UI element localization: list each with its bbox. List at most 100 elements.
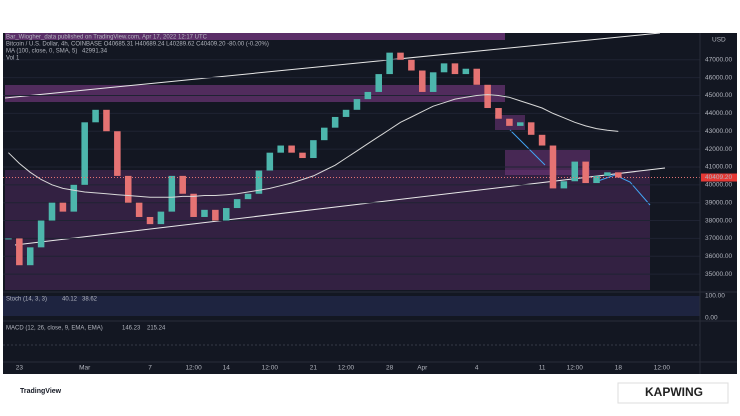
candle — [538, 134, 546, 146]
candle — [615, 172, 622, 178]
candle — [560, 181, 568, 189]
candle — [168, 175, 176, 212]
projection-arrow — [509, 129, 546, 166]
y-tick-label: 46000.00 — [705, 74, 732, 81]
watermark: KAPWING — [645, 385, 703, 399]
trendline — [4, 32, 661, 99]
last-price-label: 40409.20 — [705, 174, 732, 181]
candle — [462, 68, 470, 75]
brand: TradingView — [20, 388, 62, 395]
x-tick-label: 7 — [148, 365, 152, 372]
candle — [397, 52, 404, 60]
candle — [364, 91, 372, 100]
macd-v2: 215.24 — [147, 326, 166, 332]
candle — [299, 152, 306, 159]
candle — [353, 99, 361, 110]
y-tick-label: 43000.00 — [705, 128, 732, 135]
candle — [451, 63, 459, 75]
candle — [26, 247, 34, 266]
candle — [135, 202, 143, 217]
y-tick-label: 45000.00 — [705, 92, 732, 99]
stoch-d: 38.62 — [82, 297, 98, 303]
candle — [495, 108, 502, 119]
macd-v1: 146.23 — [122, 326, 141, 332]
candle — [201, 209, 208, 217]
candle — [419, 70, 426, 92]
candle — [233, 199, 241, 209]
candle — [484, 84, 491, 109]
candle — [266, 152, 274, 171]
candle — [146, 216, 154, 225]
y-tick-label: 41000.00 — [705, 164, 732, 171]
candle — [527, 122, 535, 135]
x-tick-label: 12:00 — [185, 365, 202, 372]
candle — [244, 193, 252, 200]
candle — [331, 116, 339, 128]
candle — [16, 238, 23, 266]
macd-label: MACD (12, 26, close, 9, EMA, EMA) — [6, 326, 103, 332]
vol-label: Vol 1 — [6, 56, 20, 62]
trendline — [14, 167, 666, 246]
watermark-box — [617, 382, 729, 404]
candle — [190, 193, 197, 217]
candle — [429, 72, 437, 92]
currency: USD — [712, 37, 726, 44]
x-tick-label: 12:00 — [338, 365, 355, 372]
candle — [342, 109, 350, 117]
candle — [506, 118, 513, 126]
candle — [103, 109, 110, 132]
candle — [408, 59, 415, 71]
candle — [375, 74, 382, 92]
candle — [571, 161, 579, 182]
candle — [593, 175, 600, 184]
y-tick-label: 35000.00 — [705, 271, 732, 278]
x-tick-label: 21 — [310, 365, 318, 372]
zone — [5, 33, 505, 40]
candle — [70, 184, 78, 212]
candle — [222, 208, 230, 221]
candle — [124, 175, 132, 203]
candle — [179, 175, 186, 194]
candle — [114, 131, 121, 176]
candle — [549, 145, 557, 189]
candle — [473, 68, 481, 85]
candle — [92, 109, 99, 123]
candle — [277, 145, 284, 153]
candle — [604, 172, 611, 176]
stoch-bottom: 0.00 — [705, 315, 718, 322]
candle — [582, 161, 589, 184]
projection-arrow — [594, 174, 651, 206]
x-tick-label: 12:00 — [567, 365, 584, 372]
x-tick-label: Apr — [417, 365, 428, 372]
candle — [386, 52, 393, 75]
stoch-top: 100.00 — [705, 293, 725, 300]
x-tick-label: 12:00 — [654, 365, 671, 372]
x-tick-label: 14 — [223, 365, 231, 372]
candle — [288, 145, 295, 153]
publisher: Bar_Wiogher_data published on TradingVie… — [6, 35, 208, 41]
candle — [255, 170, 263, 194]
last-price-box — [701, 173, 737, 182]
stoch-label: Stoch (14, 3, 3) — [6, 297, 47, 303]
candle — [157, 211, 165, 225]
symbol-line: Bitcoin / U.S. Dollar, 4h, COINBASE O406… — [6, 42, 269, 48]
x-tick-label: 12:00 — [262, 365, 279, 372]
x-tick-label: Mar — [79, 365, 91, 372]
y-tick-label: 38000.00 — [705, 217, 732, 224]
candle — [310, 140, 317, 159]
zone — [5, 170, 650, 290]
candle — [5, 238, 12, 240]
stoch-band — [3, 296, 700, 316]
ma-label: MA (100, close, 0, SMA, 5) — [6, 49, 77, 55]
ma-value: 42991.34 — [82, 49, 108, 55]
candle — [59, 202, 67, 212]
y-tick-label: 39000.00 — [705, 199, 732, 206]
y-tick-label: 42000.00 — [705, 146, 732, 153]
y-tick-label: 36000.00 — [705, 253, 732, 260]
candle — [81, 122, 88, 185]
x-tick-label: 18 — [615, 365, 623, 372]
candle — [517, 122, 524, 126]
y-tick-label: 40000.00 — [705, 182, 732, 189]
ma-line — [8, 94, 619, 198]
